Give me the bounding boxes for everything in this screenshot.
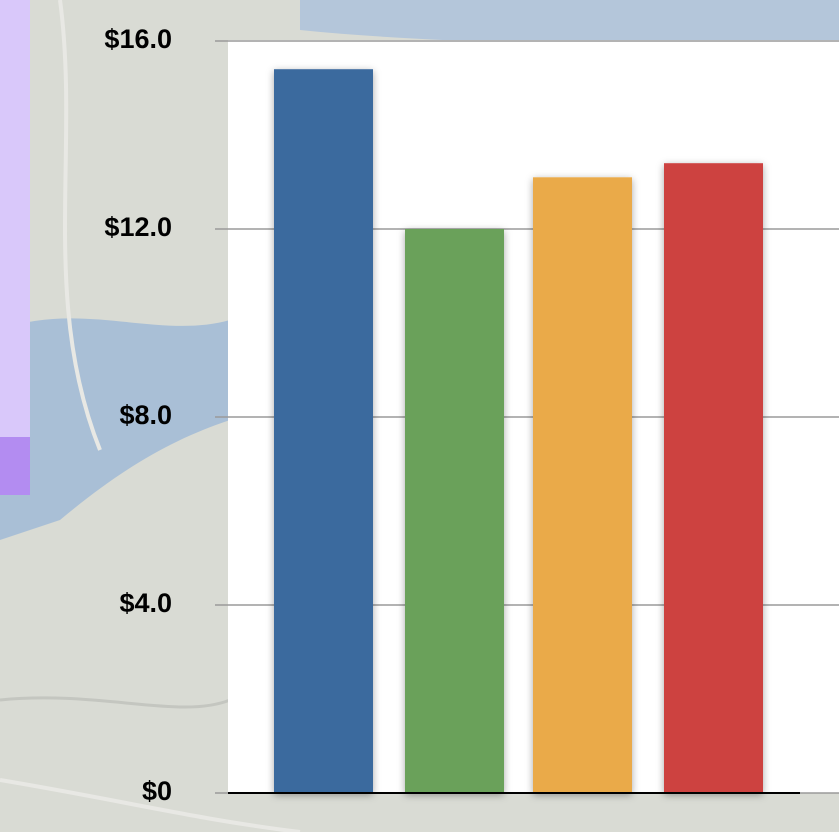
y-tick-label: $8.0 (119, 400, 172, 430)
bars (274, 69, 763, 794)
y-axis-labels: $0 $4.0 $8.0 $12.0 $16.0 (104, 24, 172, 806)
side-panel (0, 0, 30, 437)
bar (274, 69, 373, 793)
bar (664, 163, 763, 793)
y-tick-label: $12.0 (104, 212, 172, 242)
y-tick-label: $0 (142, 776, 172, 806)
side-panel-accent (0, 437, 30, 495)
y-tick-label: $16.0 (104, 24, 172, 54)
y-tick-label: $4.0 (119, 588, 172, 618)
bar (533, 177, 632, 794)
bar (405, 229, 504, 793)
